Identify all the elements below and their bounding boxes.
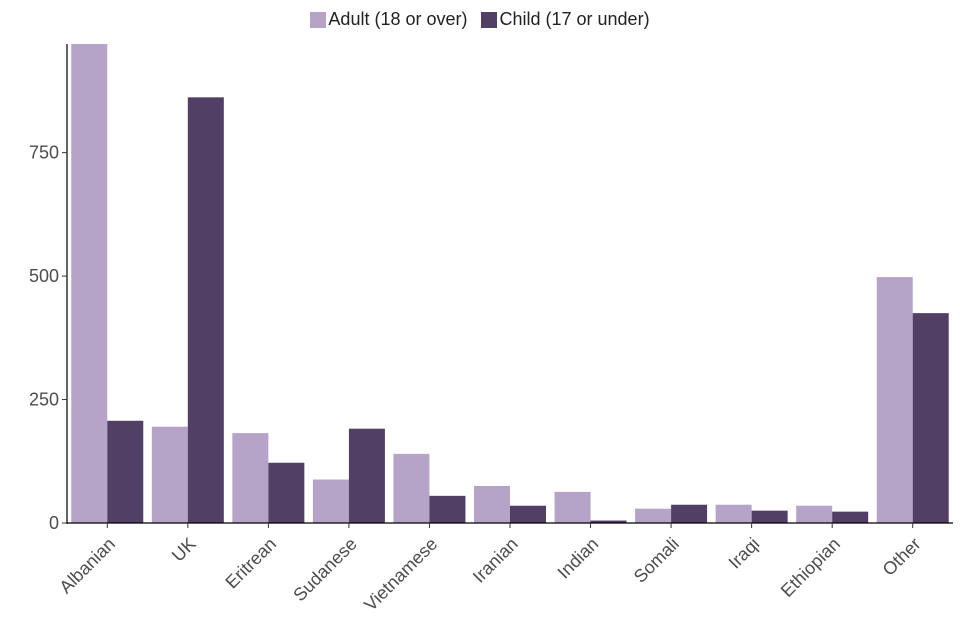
bar-child-iranian bbox=[510, 505, 546, 523]
legend-item-adult: Adult (18 or over) bbox=[310, 9, 467, 30]
x-tick-label-indian: Indian bbox=[554, 534, 603, 583]
x-tick-label-somali: Somali bbox=[630, 534, 683, 587]
bar-child-other bbox=[912, 313, 949, 523]
bar-adult-iranian bbox=[474, 485, 510, 523]
bar-adult-albanian bbox=[71, 44, 108, 523]
bar-child-ethiopian bbox=[832, 511, 869, 523]
bar-adult-uk bbox=[151, 426, 188, 523]
bar-child-indian bbox=[590, 520, 627, 523]
bar-adult-other bbox=[876, 277, 913, 523]
bar-child-vietnamese bbox=[429, 495, 466, 523]
legend-label-adult: Adult (18 or over) bbox=[328, 9, 468, 29]
y-tick-label-750: 750 bbox=[29, 143, 59, 163]
bar-adult-eritrean bbox=[232, 433, 269, 523]
x-tick-label-uk: UK bbox=[168, 534, 200, 566]
y-tick-label-500: 500 bbox=[29, 266, 59, 286]
bar-child-iraqi bbox=[751, 510, 788, 523]
bar-adult-ethiopian bbox=[796, 505, 833, 523]
x-tick-label-iraqi: Iraqi bbox=[725, 534, 764, 573]
x-tick-label-vietnamese: Vietnamese bbox=[360, 534, 441, 615]
bar-adult-indian bbox=[554, 491, 591, 523]
bar-adult-vietnamese bbox=[393, 453, 430, 523]
bar-child-albanian bbox=[107, 420, 144, 523]
y-tick-label-0: 0 bbox=[49, 513, 59, 533]
chart-legend: Adult (18 or over) Child (17 or under) bbox=[0, 9, 960, 30]
legend-item-child: Child (17 or under) bbox=[481, 9, 650, 30]
x-tick-label-sudanese: Sudanese bbox=[289, 534, 360, 605]
bar-child-somali bbox=[671, 504, 708, 523]
x-tick-label-other: Other bbox=[879, 534, 925, 580]
legend-swatch-adult bbox=[310, 11, 327, 28]
x-tick-label-ethiopian: Ethiopian bbox=[777, 534, 844, 601]
bar-child-eritrean bbox=[268, 462, 305, 523]
bar-adult-somali bbox=[635, 508, 672, 523]
y-tick-label-250: 250 bbox=[29, 390, 59, 410]
bar-child-sudanese bbox=[348, 428, 385, 523]
bar-adult-iraqi bbox=[715, 504, 752, 523]
legend-swatch-child bbox=[481, 11, 498, 28]
bar-child-uk bbox=[187, 97, 224, 523]
bar-adult-sudanese bbox=[312, 479, 349, 523]
x-tick-label-iranian: Iranian bbox=[469, 534, 522, 587]
legend-label-child: Child (17 or under) bbox=[499, 9, 650, 29]
x-tick-label-albanian: Albanian bbox=[55, 534, 119, 598]
x-tick-label-eritrean: Eritrean bbox=[221, 534, 280, 593]
